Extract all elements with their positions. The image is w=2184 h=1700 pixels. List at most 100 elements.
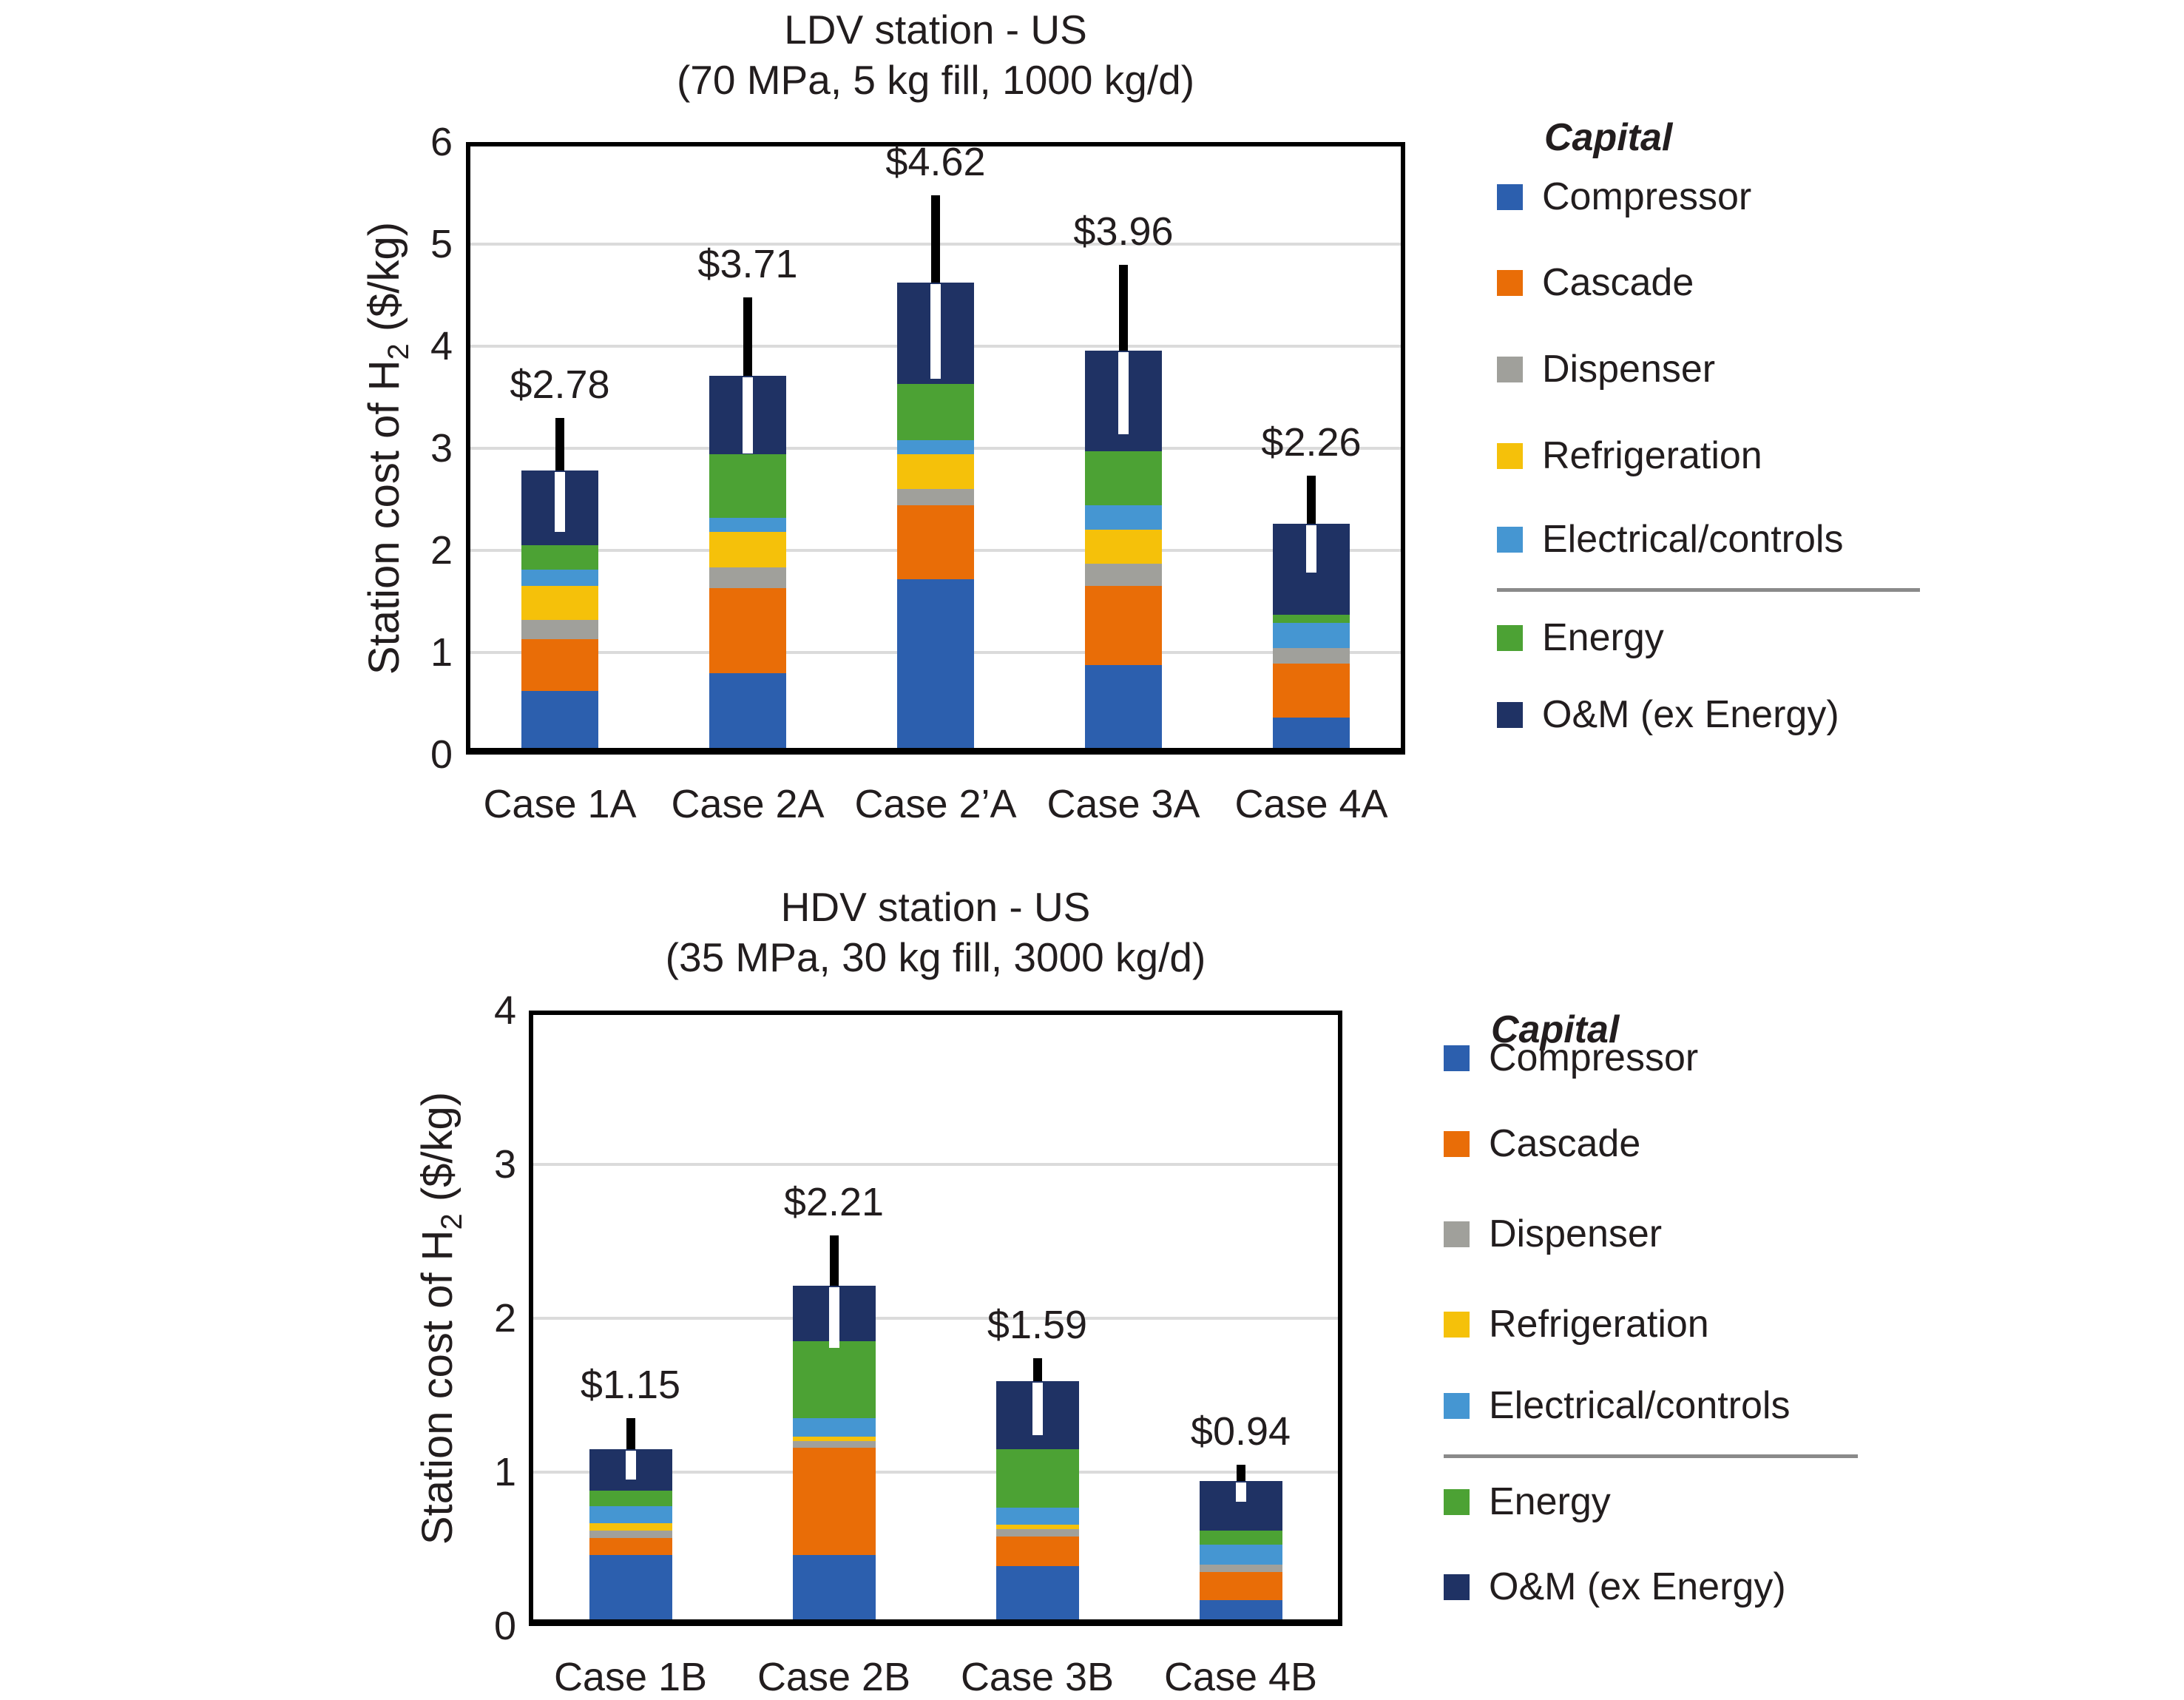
bar-segment <box>995 1507 1079 1525</box>
legend-item-label: Energy <box>1489 1480 1611 1523</box>
y-tick-label-3: 3 <box>430 426 453 470</box>
legend-item: Dispenser <box>1444 1212 1662 1256</box>
x-tick-label: Case 2A <box>671 782 825 826</box>
legend-item: Dispenser <box>1497 347 1715 391</box>
y-tick-label-0: 0 <box>493 1604 516 1648</box>
legend-item-label: Energy <box>1542 616 1664 659</box>
bar-segment <box>792 1437 876 1442</box>
legend-item-label: O&M (ex Energy) <box>1489 1565 1786 1608</box>
y-tick-label-2: 2 <box>493 1296 516 1340</box>
hdv-title-line1: HDV station - US <box>780 884 1091 930</box>
bar-segment <box>792 1447 876 1556</box>
ldv-plot-layer <box>466 142 1405 755</box>
error-bar-upper <box>931 195 940 283</box>
legend-item: Electrical/controls <box>1444 1383 1790 1428</box>
y-tick-label-5: 5 <box>430 222 453 266</box>
legend-swatch-icon <box>1497 526 1523 553</box>
bar-segment <box>1085 451 1162 506</box>
x-tick-label: Case 4A <box>1234 782 1388 826</box>
bar-segment <box>589 1490 672 1506</box>
bar-segment <box>709 517 786 533</box>
legend-swatch-icon <box>1497 701 1523 728</box>
bar-segment <box>709 567 786 589</box>
bar-segment <box>521 639 598 692</box>
error-bar-lower <box>930 284 941 380</box>
legend-item-label: Cascade <box>1489 1122 1641 1165</box>
legend-swatch-icon <box>1444 1488 1470 1515</box>
error-bar-upper <box>1307 476 1316 524</box>
legend-item-label: Dispenser <box>1542 348 1716 391</box>
bar-segment <box>589 1531 672 1539</box>
ldv-title-line1: LDV station - US <box>784 7 1087 53</box>
total-label: $2.26 <box>1261 420 1362 465</box>
bar-segment <box>792 1418 876 1437</box>
total-label: $2.21 <box>783 1179 885 1224</box>
error-bar-lower <box>1306 525 1316 573</box>
hdv-chart-title: HDV station - US (35 MPa, 30 kg fill, 30… <box>666 882 1206 982</box>
legend-swatch-icon <box>1444 1045 1470 1071</box>
bar-segment <box>1273 622 1350 649</box>
x-tick-label: Case 3B <box>960 1655 1115 1699</box>
bar-segment <box>589 1522 672 1531</box>
total-label: $0.94 <box>1190 1409 1291 1454</box>
gridline-1 <box>529 1471 1342 1474</box>
ldv-legend-title: Capital <box>1544 116 1673 159</box>
bar-segment <box>1273 718 1350 755</box>
bar-segment <box>897 439 974 455</box>
x-tick-label: Case 3A <box>1047 782 1200 826</box>
error-bar-lower <box>1032 1383 1043 1436</box>
total-label: $3.71 <box>697 241 798 286</box>
gridline-2 <box>529 1317 1342 1320</box>
x-tick-label: Case 2’A <box>854 782 1017 826</box>
legend-item-label: Compressor <box>1489 1036 1699 1079</box>
total-label: $4.62 <box>885 139 986 184</box>
legend-swatch-icon <box>1497 269 1523 296</box>
bar-segment <box>521 691 598 755</box>
bar-segment <box>792 1341 876 1419</box>
bar-segment <box>589 1505 672 1523</box>
legend-item-label: Dispenser <box>1489 1212 1663 1255</box>
legend-item: Refrigeration <box>1444 1302 1709 1346</box>
bar-segment <box>709 532 786 568</box>
legend-item-label: Electrical/controls <box>1542 518 1844 561</box>
legend-swatch-icon <box>1497 183 1523 210</box>
legend-item: O&M (ex Energy) <box>1444 1565 1786 1609</box>
legend-swatch-icon <box>1444 1311 1470 1338</box>
y-tick-label-0: 0 <box>430 732 453 777</box>
error-bar-lower <box>555 472 565 533</box>
legend-divider <box>1497 588 1920 592</box>
bar-segment <box>792 1441 876 1448</box>
bar-segment <box>521 619 598 640</box>
legend-swatch-icon <box>1444 1221 1470 1247</box>
bar-segment <box>995 1448 1079 1508</box>
bar-segment <box>709 588 786 673</box>
y-tick-label-4: 4 <box>430 324 453 368</box>
bar-segment <box>897 505 974 579</box>
error-bar-lower <box>828 1287 839 1348</box>
error-bar-upper <box>829 1235 839 1286</box>
hdv-plot-layer <box>529 1011 1342 1626</box>
error-bar-lower <box>1235 1483 1246 1502</box>
bar-segment <box>897 579 974 755</box>
legend-item: Electrical/controls <box>1497 517 1843 561</box>
bar-segment <box>1199 1531 1282 1545</box>
bar-segment <box>995 1537 1079 1566</box>
bar-segment <box>792 1555 876 1626</box>
total-label: $3.96 <box>1073 209 1174 254</box>
legend-swatch-icon <box>1497 442 1523 469</box>
bar-segment <box>897 489 974 506</box>
x-tick-label: Case 2B <box>757 1655 911 1699</box>
bar-segment <box>709 672 786 755</box>
y-tick-label-6: 6 <box>430 120 453 164</box>
bar-segment <box>1273 648 1350 664</box>
y-tick-label-1: 1 <box>430 630 453 675</box>
error-bar-lower <box>625 1450 636 1480</box>
bar-segment <box>521 570 598 587</box>
legend-swatch-icon <box>1497 356 1523 382</box>
bar-segment <box>1085 505 1162 530</box>
legend-item-label: O&M (ex Energy) <box>1542 693 1839 736</box>
legend-item-label: Cascade <box>1542 261 1694 304</box>
legend-item-label: Refrigeration <box>1489 1303 1709 1346</box>
bar-segment <box>897 384 974 440</box>
bar-segment <box>1199 1599 1282 1626</box>
